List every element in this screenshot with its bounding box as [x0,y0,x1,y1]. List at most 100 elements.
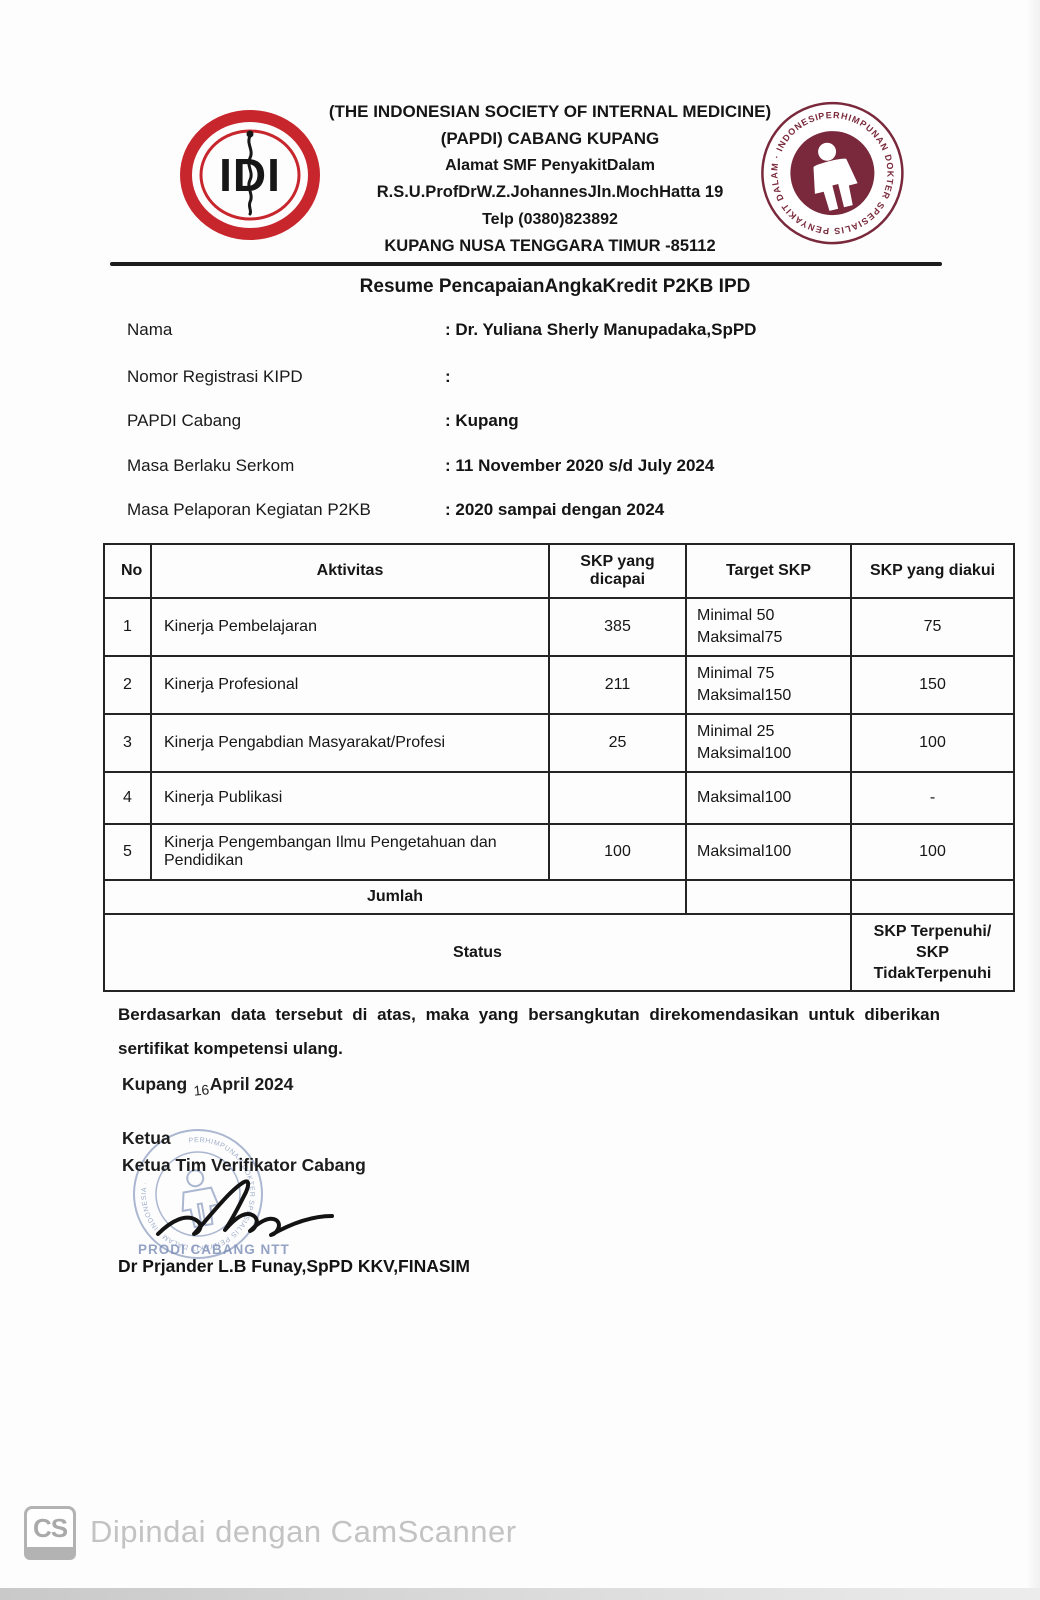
idi-logo: IDI [176,106,324,249]
cell-jumlah-target [685,879,852,915]
table-row: 2 Kinerja Profesional 211 Minimal 75 Mak… [103,655,1015,715]
cell-target: Minimal 50 Maksimal75 [685,597,852,657]
field-value: : [445,367,451,386]
signature-image [156,1179,334,1237]
role-line-ketua: Ketua [122,1128,171,1148]
cell-target: Maksimal100 [685,823,852,881]
table-row: 4 Kinerja Publikasi Maksimal100 - [103,771,1015,825]
stamp-caption: PRODI CABANG NTT [138,1242,290,1257]
status-row: Status SKP Terpenuhi/ SKP TidakTerpenuhi [103,913,1015,992]
camscanner-icon: CS [24,1506,76,1560]
date-place: Kupang [122,1074,188,1094]
status-line-1: SKP Terpenuhi/ [873,923,992,940]
target-line-2: Maksimal75 [697,629,783,646]
cell-aktivitas: Kinerja Pembelajaran [150,597,550,657]
cell-aktivitas: Kinerja Publikasi [150,771,550,825]
cell-status-value: SKP Terpenuhi/ SKP TidakTerpenuhi [850,913,1015,992]
papdi-person-head [818,142,837,161]
verification-stamp: PERHIMPUNAN DOKTER SPESIALIS PENYAKIT DA… [128,1124,268,1269]
jumlah-row: Jumlah [103,879,1015,915]
cell-jumlah-diakui [850,879,1015,915]
cell-target: Maksimal100 [685,771,852,825]
camscanner-badge-base [24,1547,76,1560]
field-label: Nama [127,320,173,339]
cell-dicapai: 385 [548,597,687,657]
date-text: April 2024 [209,1074,294,1094]
table-header-row: No Aktivitas SKP yang dicapai Target SKP… [103,543,1015,599]
idi-logo-icon: IDI [180,110,320,240]
field-value: : Kupang [445,411,519,430]
page-bottom-strip [0,1588,1040,1600]
signer-name: Dr Prjander L.B Funay,SpPD KKV,FINASIM [118,1256,470,1276]
header-skp-dicapai: SKP yang dicapai [548,543,687,599]
cell-diakui: 150 [850,655,1015,715]
status-line-3: TidakTerpenuhi [873,965,992,982]
cell-aktivitas: Kinerja Profesional [150,655,550,715]
cell-no: 5 [103,823,152,881]
field-value: : 2020 sampai dengan 2024 [445,500,665,519]
cell-diakui: 100 [850,823,1015,881]
handwritten-day: 16 [192,1081,211,1099]
papdi-logo-icon: PERHIMPUNAN DOKTER SPESIALIS PENYAKIT DA… [756,97,909,250]
header-no: No [103,543,152,599]
field-label: Masa Pelaporan Kegiatan P2KB [127,500,371,519]
letterhead-line-4: R.S.U.ProfDrW.Z.JohannesJln.MochHatta 19 [376,183,724,201]
letterhead: (THE INDONESIAN SOCIETY OF INTERNAL MEDI… [300,98,800,260]
stamp-icon: PERHIMPUNAN DOKTER SPESIALIS PENYAKIT DA… [132,1128,264,1260]
letterhead-line-1: (THE INDONESIAN SOCIETY OF INTERNAL MEDI… [328,102,772,121]
cell-diakui: 100 [850,713,1015,773]
cell-dicapai [548,771,687,825]
letterhead-line-3: Alamat SMF PenyakitDalam [445,157,655,174]
cell-aktivitas: Kinerja Pengabdian Masyarakat/Profesi [150,713,550,773]
header-skp-diakui: SKP yang diakui [850,543,1015,599]
table-row: 3 Kinerja Pengabdian Masyarakat/Profesi … [103,713,1015,773]
papdi-logo: PERHIMPUNAN DOKTER SPESIALIS PENYAKIT DA… [741,82,924,269]
target-line-1: Maksimal100 [697,789,792,806]
role-line-verifikator: Ketua Tim Verifikator Cabang [122,1155,366,1175]
header-divider [110,262,942,266]
cell-status-label: Status [103,913,852,992]
table-row: 1 Kinerja Pembelajaran 385 Minimal 50 Ma… [103,597,1015,657]
cell-dicapai: 211 [548,655,687,715]
cell-no: 1 [103,597,152,657]
cell-target: Minimal 75 Maksimal150 [685,655,852,715]
credit-table: No Aktivitas SKP yang dicapai Target SKP… [103,543,1015,992]
cell-aktivitas: Kinerja Pengembangan Ilmu Pengetahuan da… [150,823,550,881]
date-line: Kupang 16April 2024 [122,1074,294,1099]
recommendation-paragraph: Berdasarkan data tersebut di atas, maka … [118,1005,940,1058]
target-line-1: Minimal 75 [697,665,775,682]
cell-diakui: - [850,771,1015,825]
target-line-1: Minimal 25 [697,723,775,740]
target-line-1: Minimal 50 [697,607,775,624]
scan-edge-shadow [1026,0,1040,1600]
target-line-1: Maksimal100 [697,843,792,860]
cell-diakui: 75 [850,597,1015,657]
cell-target: Minimal 25 Maksimal100 [685,713,852,773]
table-row: 5 Kinerja Pengembangan Ilmu Pengetahuan … [103,823,1015,881]
header-aktivitas: Aktivitas [150,543,550,599]
field-label: Nomor Registrasi KIPD [127,367,303,386]
idi-snake-staff [247,134,253,216]
cell-dicapai: 25 [548,713,687,773]
camscanner-text: Dipindai dengan CamScanner [90,1514,517,1549]
letterhead-line-2: (PAPDI) CABANG KUPANG [440,129,660,148]
letterhead-line-6: KUPANG NUSA TENGGARA TIMUR -85112 [384,237,716,255]
cell-no: 2 [103,655,152,715]
field-label: PAPDI Cabang [127,411,242,430]
page-title: Resume PencapaianAngkaKredit P2KB IPD [359,276,751,297]
cell-dicapai: 100 [548,823,687,881]
cell-no: 4 [103,771,152,825]
status-line-2: SKP [916,944,949,961]
letterhead-line-5: Telp (0380)823892 [482,211,618,228]
target-line-2: Maksimal100 [697,745,792,762]
cell-jumlah-label: Jumlah [103,879,687,915]
papdi-person-body [813,158,858,211]
cell-no: 3 [103,713,152,773]
target-line-2: Maksimal150 [697,687,792,704]
field-value: : Dr. Yuliana Sherly Manupadaka,SpPD [445,320,757,339]
camscanner-badge-text: CS [32,1513,68,1543]
field-label: Masa Berlaku Serkom [127,456,295,475]
field-value: : 11 November 2020 s/d July 2024 [445,456,715,475]
header-target-skp: Target SKP [685,543,852,599]
